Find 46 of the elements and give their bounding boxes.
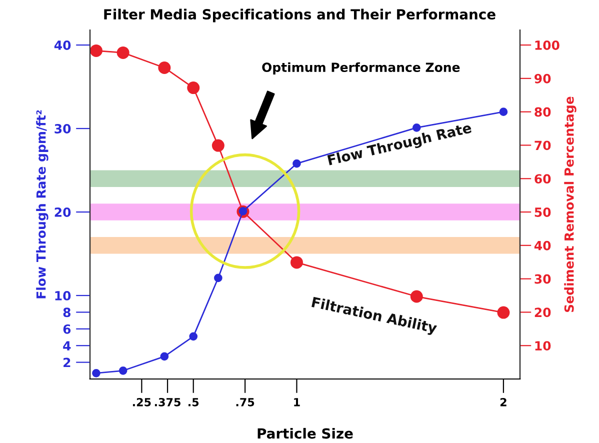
y-axis-title: Flow Through Rate gpm/ft² [36, 110, 48, 298]
point [292, 159, 301, 168]
y2-tick-label: 100 [535, 40, 560, 50]
annotation: Optimum Performance Zone [262, 62, 460, 74]
y-tick-label: 8 [63, 308, 70, 318]
y2-axis-title: Sediment Removal Percentage [564, 96, 576, 312]
x-tick-label: .5 [188, 398, 199, 406]
y2-tick-label: 40 [534, 240, 551, 250]
text: Flow Through Rate [327, 122, 473, 168]
point [116, 46, 130, 59]
point [497, 306, 510, 319]
y-tick-label: 10 [55, 290, 71, 300]
point [290, 256, 303, 269]
y2-tick-label: 10 [535, 341, 551, 351]
x-tick-label: 2 [500, 398, 506, 406]
point [212, 139, 224, 152]
y2-tick-label: 30 [534, 274, 551, 284]
y-tick-label: 2 [64, 358, 70, 368]
x-tick-label: 1 [294, 398, 300, 406]
y2-tick-label: 20 [534, 308, 551, 318]
point [189, 332, 198, 341]
point [410, 290, 423, 303]
y2-tick-label: 70 [534, 140, 551, 150]
point [214, 274, 222, 282]
y-tick-label: 40 [54, 40, 71, 50]
point [412, 124, 421, 132]
chart-title: Filter Media Specifications and Their Performance [104, 8, 496, 22]
x-axis-title: Particle Size [258, 428, 353, 439]
point [160, 352, 169, 361]
y2-tick-label: 60 [534, 174, 551, 184]
point [187, 82, 200, 94]
point [92, 368, 100, 378]
point [158, 61, 171, 74]
point [90, 44, 102, 57]
y-tick-label: 20 [54, 207, 71, 217]
y-tick-label: 6 [63, 324, 71, 334]
point [499, 108, 508, 116]
y-tick-label: 4 [63, 341, 71, 350]
y2-tick-label: 90 [534, 74, 551, 84]
x-tick-label: .375 [154, 398, 180, 406]
x-tick-label: .75 [236, 398, 254, 406]
y2-tick-label: 50 [534, 207, 551, 217]
y-tick-label: 30 [54, 124, 71, 134]
point [118, 366, 128, 375]
x-tick-label: .25 [132, 398, 151, 406]
y2-tick-label: 80 [534, 107, 551, 117]
